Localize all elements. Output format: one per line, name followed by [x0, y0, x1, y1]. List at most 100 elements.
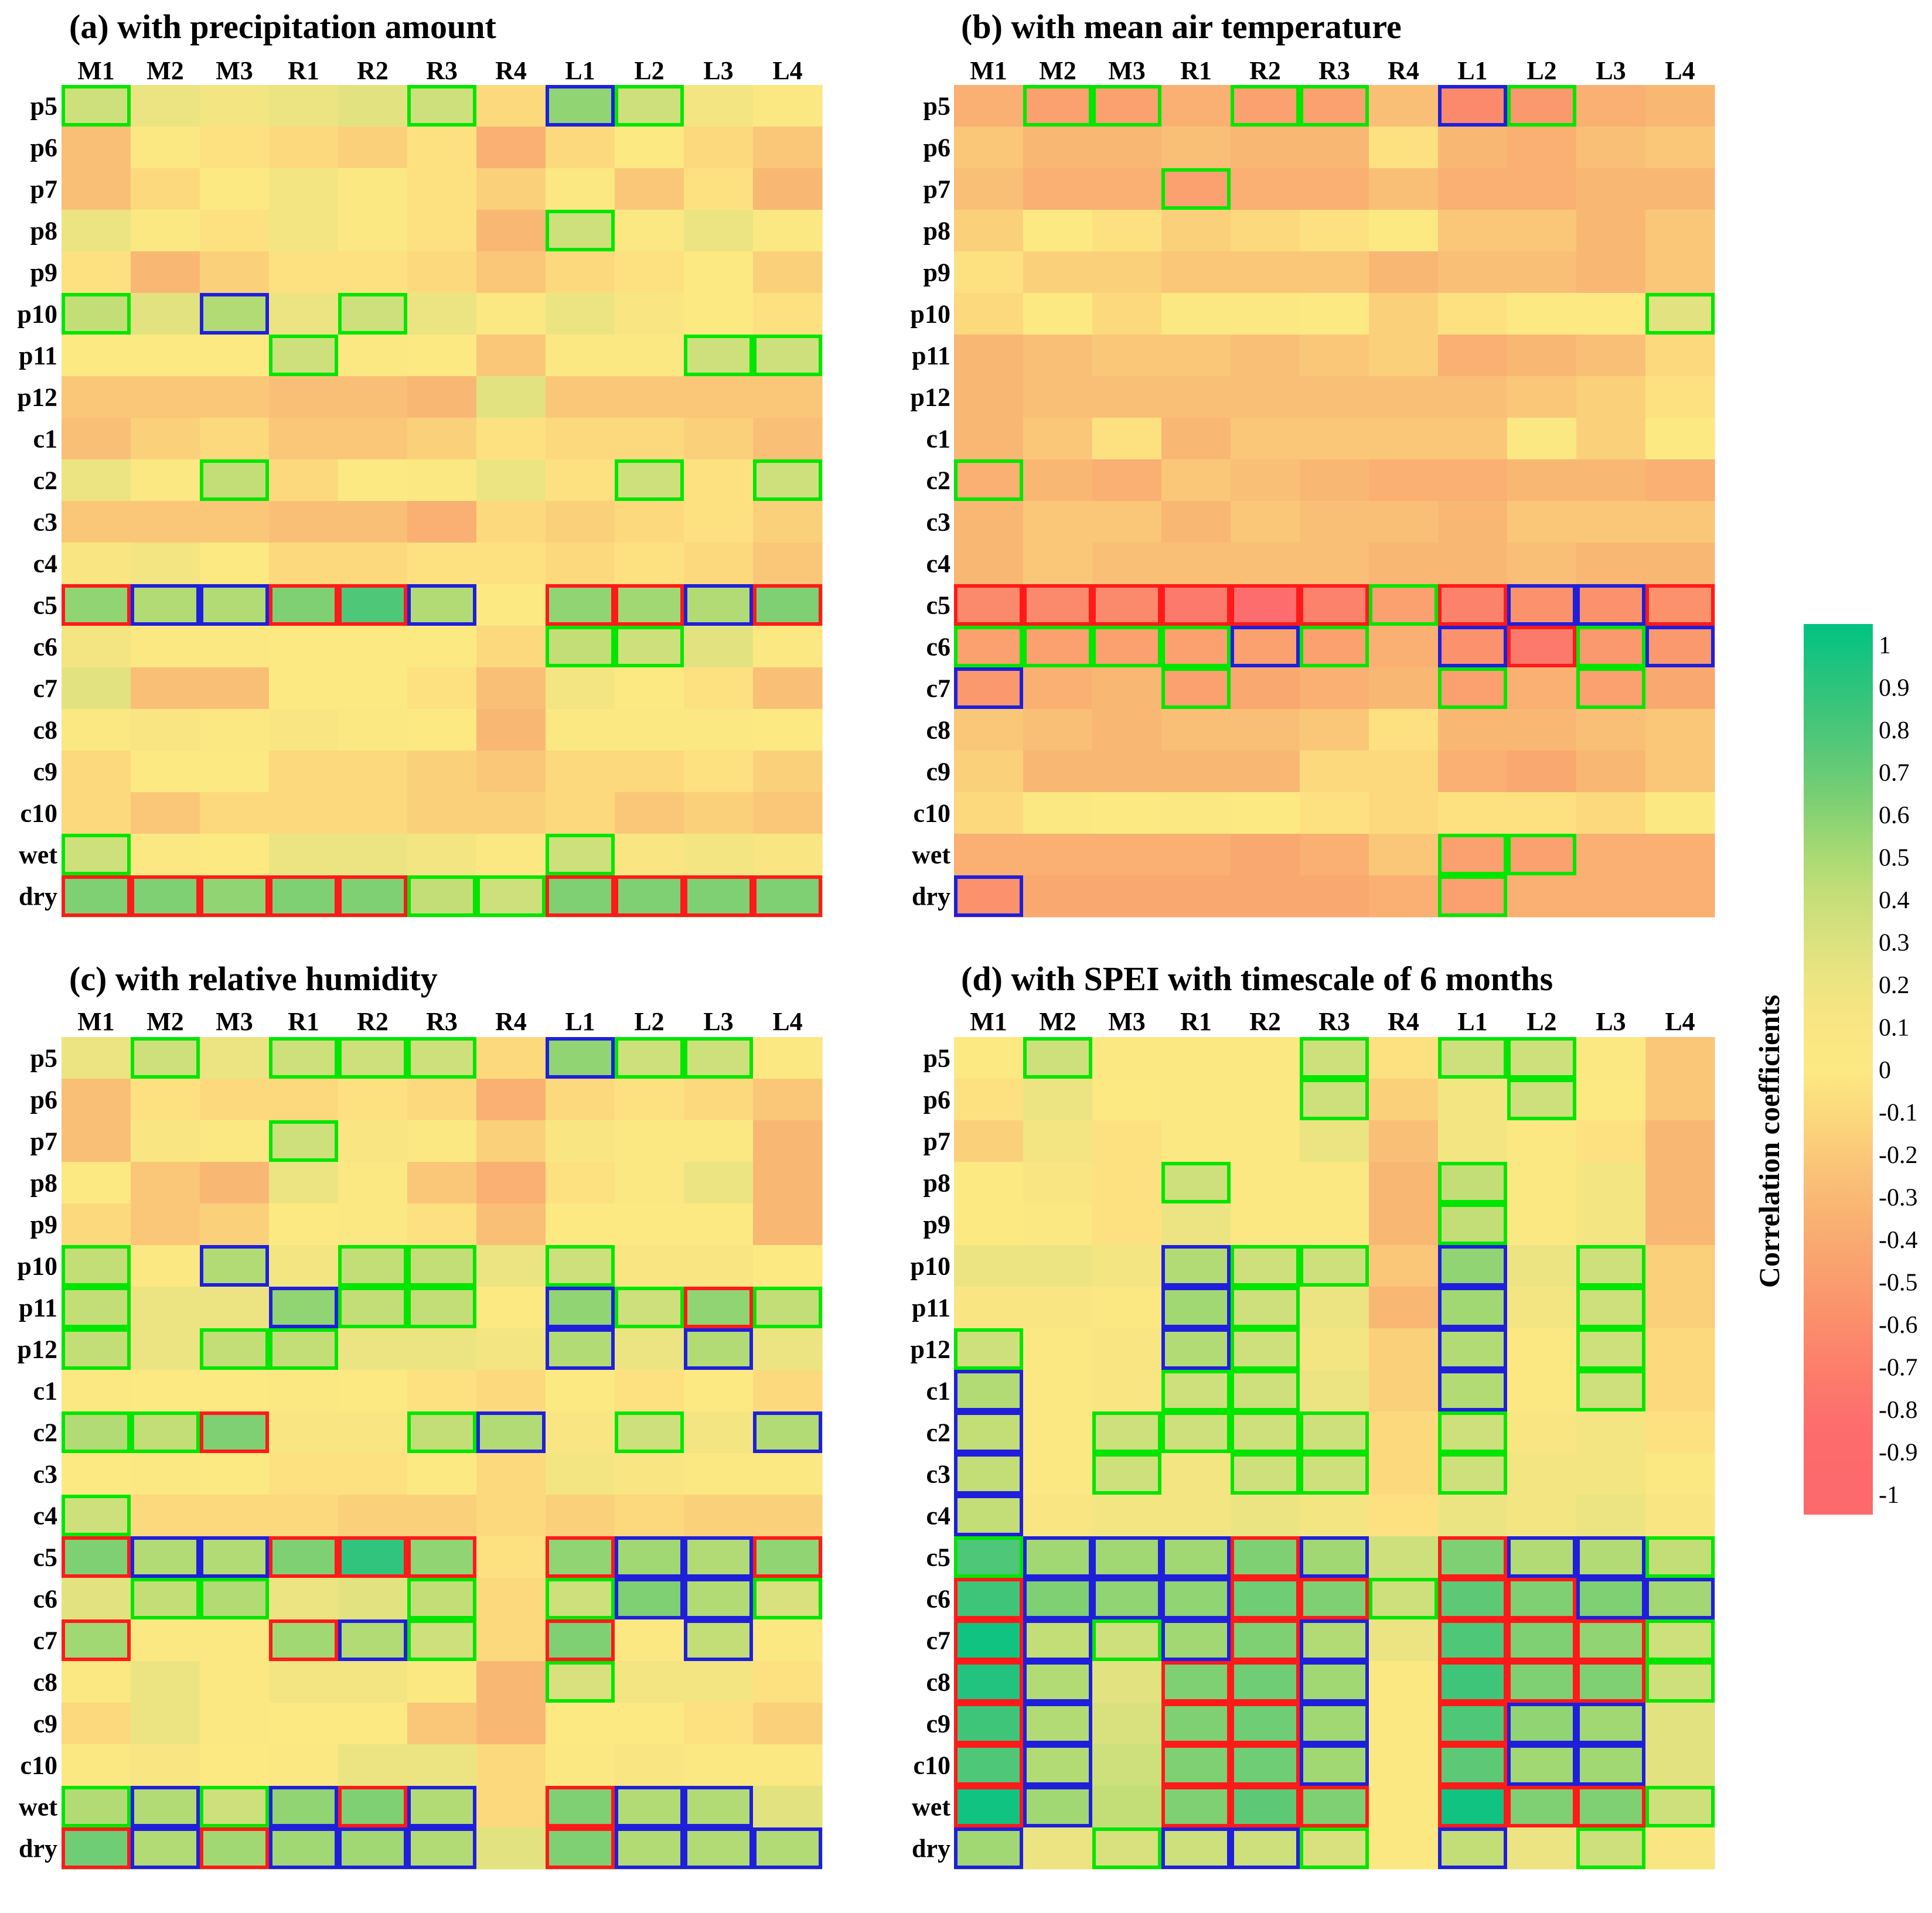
- heatmap-cell: [1161, 1245, 1231, 1287]
- heatmap-cell: [62, 667, 131, 710]
- significance-box-blue: [954, 1827, 1023, 1869]
- significance-box-red: [954, 584, 1023, 626]
- heatmap-cell: [131, 501, 200, 543]
- heatmap-cell: [1300, 1495, 1369, 1537]
- heatmap-cell: [546, 418, 615, 460]
- significance-box-green: [1231, 85, 1300, 127]
- heatmap-cell: [1161, 626, 1231, 668]
- significance-box-green: [1231, 1370, 1300, 1411]
- heatmap-cell: [62, 501, 131, 543]
- heatmap-cell: [1231, 127, 1300, 169]
- heatmap-cell: [615, 210, 684, 252]
- significance-box-red: [1438, 1578, 1507, 1619]
- significance-box-green: [62, 1287, 131, 1328]
- heatmap-cell: [684, 875, 754, 918]
- heatmap-cell: [1369, 792, 1439, 834]
- significance-box-red: [753, 875, 822, 917]
- heatmap-cell: [1507, 1162, 1577, 1204]
- heatmap-cell: [62, 1328, 131, 1370]
- significance-box-green: [1438, 834, 1507, 875]
- heatmap-cell: [200, 210, 270, 252]
- heatmap-cell: [1645, 335, 1715, 377]
- heatmap-cell: [338, 1287, 408, 1329]
- row-label: dry: [912, 1834, 950, 1863]
- heatmap-cell: [269, 1411, 339, 1454]
- row-label: c6: [926, 633, 950, 661]
- heatmap-cell: [269, 459, 339, 502]
- heatmap-cell: [200, 626, 270, 668]
- heatmap-cell: [200, 459, 270, 502]
- significance-box-green: [1438, 1162, 1507, 1203]
- heatmap-cell: [1438, 626, 1508, 668]
- significance-box-green: [1507, 1079, 1576, 1120]
- heatmap-cell: [131, 210, 200, 252]
- significance-box-blue: [1507, 1744, 1576, 1786]
- heatmap-cell: [62, 875, 131, 918]
- heatmap-cell: [1092, 1287, 1162, 1329]
- significance-box-green: [954, 459, 1023, 501]
- heatmap-cell: [684, 1079, 754, 1121]
- significance-box-blue: [1576, 1703, 1645, 1744]
- heatmap-cell: [954, 626, 1024, 668]
- heatmap-cell: [546, 1203, 615, 1246]
- heatmap-cell: [1507, 709, 1577, 751]
- column-label: M1: [77, 1007, 115, 1036]
- heatmap-cell: [753, 1203, 823, 1246]
- heatmap-cell: [1300, 1453, 1369, 1495]
- heatmap-cell: [338, 1536, 408, 1578]
- heatmap-cell: [546, 459, 615, 502]
- heatmap-panel: (a) with precipitation amount M1 M2 M3 R1 R2 R…: [18, 8, 823, 918]
- heatmap-cell: [476, 1203, 546, 1246]
- heatmap-cell: [1300, 1827, 1369, 1870]
- heatmap-cell: [200, 667, 270, 710]
- significance-box-green: [407, 1245, 476, 1287]
- heatmap-cell: [753, 1120, 823, 1162]
- heatmap-cell: [1231, 1120, 1300, 1162]
- heatmap-cell: [615, 1037, 684, 1079]
- heatmap-cell: [753, 168, 823, 210]
- heatmap-cell: [407, 1120, 477, 1162]
- heatmap-cell: [546, 1578, 615, 1620]
- significance-box-red: [954, 1703, 1023, 1744]
- heatmap-cell: [954, 751, 1024, 793]
- significance-box-red: [62, 1536, 131, 1578]
- significance-box-blue: [476, 1411, 546, 1453]
- heatmap-cell: [131, 1203, 200, 1246]
- row-label: c6: [33, 633, 57, 661]
- heatmap-cell: [1645, 1453, 1715, 1495]
- heatmap-cell: [1507, 543, 1577, 585]
- heatmap-cell: [954, 1370, 1024, 1412]
- heatmap-cell: [131, 1328, 200, 1370]
- heatmap-cell: [338, 626, 408, 668]
- heatmap-cell: [1092, 1411, 1162, 1454]
- significance-box-blue: [200, 1536, 269, 1578]
- significance-box-blue: [1438, 1827, 1507, 1869]
- heatmap-cell: [1507, 1661, 1577, 1703]
- heatmap-cell: [476, 210, 546, 252]
- significance-box-blue: [1023, 1619, 1092, 1661]
- row-label: p5: [924, 92, 950, 121]
- heatmap-cell: [62, 1703, 131, 1745]
- heatmap-cell: [954, 543, 1024, 585]
- row-label: c1: [926, 425, 950, 453]
- significance-box-red: [1576, 1661, 1645, 1703]
- heatmap-cell: [1438, 834, 1508, 876]
- heatmap-cell: [1023, 1453, 1093, 1495]
- heatmap-cell: [1231, 1536, 1300, 1578]
- heatmap-cell: [338, 1453, 408, 1495]
- heatmap-cell: [407, 1744, 477, 1786]
- heatmap-cell: [615, 1328, 684, 1370]
- heatmap-cell: [1576, 667, 1646, 710]
- heatmap-cell: [269, 1619, 339, 1662]
- significance-box-green: [1507, 85, 1576, 127]
- heatmap-cell: [62, 1245, 131, 1287]
- heatmap-cell: [476, 1453, 546, 1495]
- heatmap-cell: [1507, 168, 1577, 210]
- heatmap-cell: [1023, 251, 1093, 294]
- heatmap-cell: [1645, 1703, 1715, 1745]
- heatmap-cell: [131, 1495, 200, 1537]
- heatmap-cell: [1161, 210, 1231, 252]
- heatmap-cell: [338, 792, 408, 834]
- column-label: L1: [565, 56, 595, 85]
- heatmap-cell: [131, 85, 200, 127]
